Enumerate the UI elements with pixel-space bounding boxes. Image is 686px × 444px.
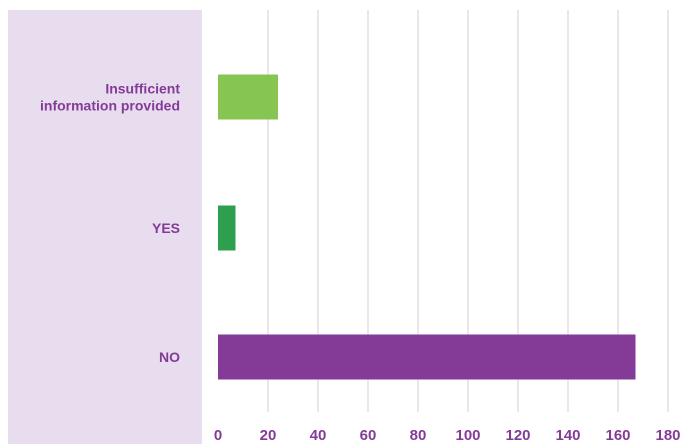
- bars: [218, 74, 636, 380]
- x-tick-label-140: 140: [555, 427, 580, 444]
- category-label-line: NO: [159, 349, 180, 365]
- x-tick-label-100: 100: [455, 427, 480, 444]
- category-label: NO: [159, 349, 180, 365]
- x-tick-label-40: 40: [310, 427, 327, 444]
- category-label-panel: [8, 10, 202, 444]
- x-tick-label-60: 60: [360, 427, 377, 444]
- category-label-line: YES: [152, 220, 180, 236]
- x-tick-label-20: 20: [260, 427, 277, 444]
- x-tick-label-180: 180: [655, 427, 680, 444]
- x-tick-label-80: 80: [410, 427, 427, 444]
- x-tick-label-160: 160: [605, 427, 630, 444]
- bar-2: [218, 205, 236, 251]
- category-label: YES: [152, 220, 180, 236]
- x-axis-tick-labels: 0 20 40 60 80 100 120 140 160 180: [214, 427, 681, 444]
- x-tick-label-120: 120: [505, 427, 530, 444]
- bar-3: [218, 334, 636, 380]
- category-label-line: information provided: [40, 98, 180, 114]
- category-label-line: Insufficient: [105, 81, 180, 97]
- bar-1: [218, 74, 278, 120]
- x-tick-label-0: 0: [214, 427, 222, 444]
